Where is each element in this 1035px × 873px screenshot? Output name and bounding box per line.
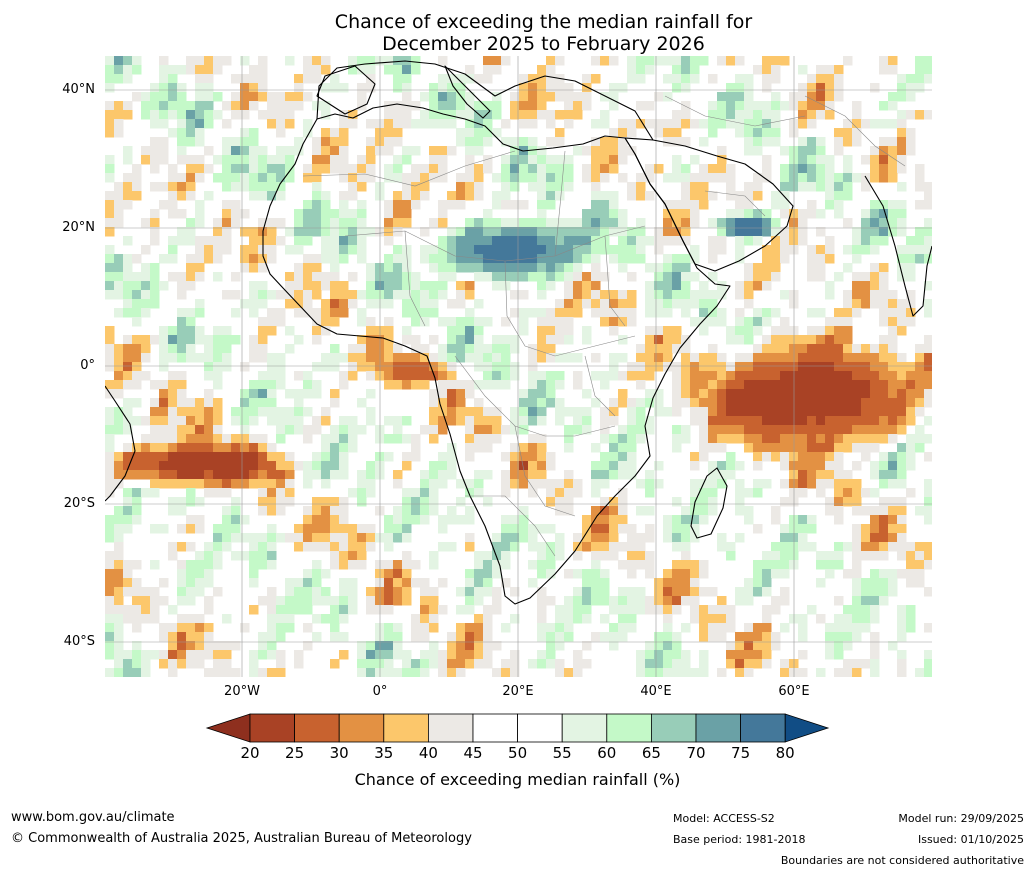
colorbar-swatch-35 — [383, 713, 429, 743]
colorbar-tick-label: 50 — [508, 744, 528, 762]
colorbar-swatch-50 — [517, 713, 563, 743]
graticule — [105, 56, 932, 677]
colorbar-tick-label: 60 — [597, 744, 617, 762]
lat-label-40s: 40°S — [63, 634, 95, 649]
africa-coastline — [262, 103, 731, 605]
colorbar-tick-label: 45 — [463, 744, 483, 762]
india-coastline — [864, 175, 932, 317]
colorbar-tick-label: 75 — [731, 744, 751, 762]
model-name: Model: ACCESS-S2 — [673, 812, 775, 825]
colorbar-arrow-low — [205, 713, 251, 743]
colorbar-swatch-70 — [695, 713, 741, 743]
lon-label-40e: 40°E — [640, 684, 672, 699]
colorbar-arrow-high — [784, 713, 830, 743]
europe-coastline — [316, 60, 654, 141]
colorbar — [205, 713, 830, 743]
rainfall-field — [105, 56, 932, 677]
coastlines — [105, 60, 932, 605]
colorbar-label: Chance of exceeding median rainfall (%) — [354, 770, 681, 789]
country-boundaries — [302, 95, 906, 557]
colorbar-swatch-60 — [606, 713, 652, 743]
lon-label-0: 0° — [372, 684, 388, 699]
model-run-date: Model run: 29/09/2025 — [898, 812, 1024, 825]
colorbar-swatch-40 — [427, 713, 474, 743]
colorbar-swatch-45 — [472, 713, 518, 743]
colorbar-swatch-75 — [740, 713, 786, 743]
arabia-coastline — [624, 137, 794, 272]
colorbar-swatch-55 — [561, 713, 608, 743]
colorbar-tick-label: 40 — [418, 744, 438, 762]
lat-label-20n: 20°N — [62, 220, 95, 235]
colorbar-tick-label: 70 — [686, 744, 706, 762]
lat-label-20s: 20°S — [63, 496, 95, 511]
issued-date: Issued: 01/10/2025 — [917, 833, 1024, 846]
colorbar-swatch-20 — [249, 713, 295, 743]
map-title-line-1: Chance of exceeding the median rainfall … — [334, 11, 753, 33]
base-period: Base period: 1981-2018 — [673, 833, 806, 846]
map-title-line-2: December 2025 to February 2026 — [382, 33, 705, 55]
boundaries-disclaimer: Boundaries are not considered authoritat… — [780, 854, 1024, 867]
colorbar-swatch-30 — [338, 713, 385, 743]
lon-label-20e: 20°E — [502, 684, 534, 699]
italy-coastline — [444, 65, 491, 119]
colorbar-swatch-25 — [294, 713, 340, 743]
copyright-text: © Commonwealth of Australia 2025, Austra… — [11, 831, 472, 846]
iberia-coastline — [316, 65, 376, 115]
colorbar-tick-label: 35 — [374, 744, 394, 762]
colorbar-tick-label: 55 — [552, 744, 572, 762]
lon-label-20w: 20°W — [224, 684, 260, 699]
rainfall-map — [105, 56, 932, 677]
colorbar-tick-label: 30 — [329, 744, 349, 762]
lat-label-40n: 40°N — [62, 82, 95, 97]
colorbar-tick-label: 20 — [240, 744, 260, 762]
madagascar-coastline — [690, 467, 728, 539]
colorbar-swatch-65 — [650, 713, 697, 743]
colorbar-tick-label: 80 — [775, 744, 795, 762]
website-link[interactable]: www.bom.gov.au/climate — [11, 810, 175, 825]
colorbar-tick-label: 25 — [285, 744, 305, 762]
colorbar-tick-label: 65 — [641, 744, 661, 762]
south-america-coastline — [105, 385, 136, 502]
lon-label-60e: 60°E — [778, 684, 810, 699]
lat-label-equator: 0° — [80, 358, 95, 373]
